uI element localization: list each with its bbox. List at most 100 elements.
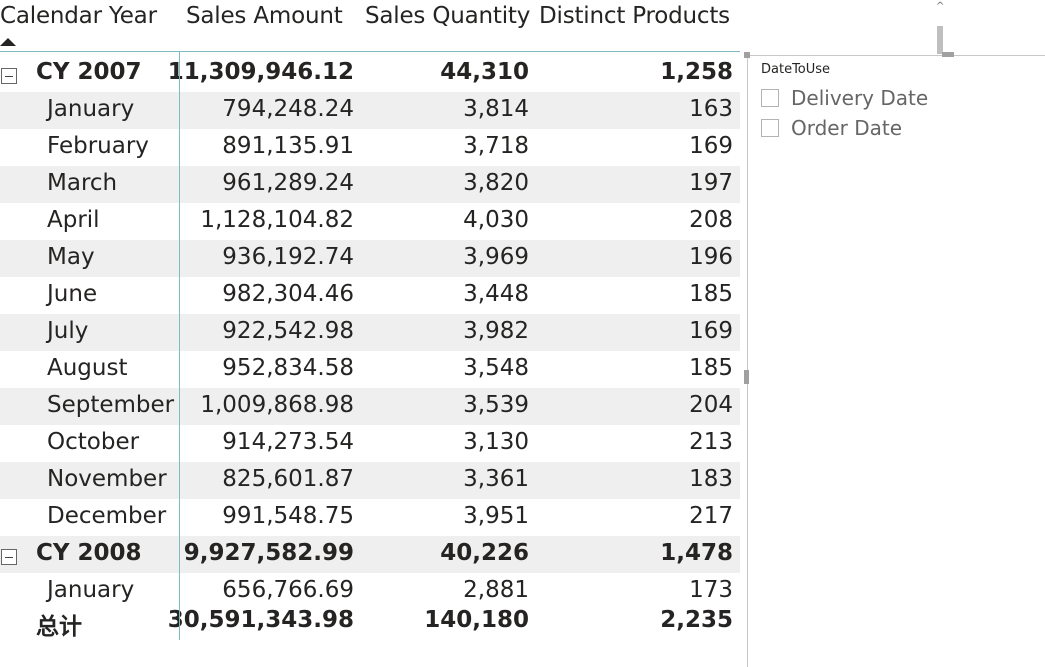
sales-amount-cell: 891,135.91: [222, 133, 354, 159]
month-row[interactable]: June 982,304.46 3,448 185: [0, 277, 740, 314]
sales-quantity-cell: 3,361: [463, 466, 529, 492]
row-label: July: [47, 318, 89, 344]
sales-amount-cell: 794,248.24: [222, 96, 354, 122]
distinct-products-cell: 196: [689, 244, 733, 270]
sales-quantity-cell: 44,310: [440, 59, 529, 85]
sales-quantity-cell: 3,951: [463, 503, 529, 529]
slicer-border-top: [748, 55, 1045, 56]
total-sales-quantity: 140,180: [424, 607, 529, 633]
month-row[interactable]: May 936,192.74 3,969 196: [0, 240, 740, 277]
row-label: January: [47, 577, 135, 603]
sales-quantity-cell: 3,448: [463, 281, 529, 307]
sales-quantity-cell: 3,539: [463, 392, 529, 418]
scroll-up-icon[interactable]: ^: [936, 1, 945, 12]
sales-amount-cell: 922,542.98: [222, 318, 354, 344]
distinct-products-cell: 213: [689, 429, 733, 455]
sort-ascending-icon[interactable]: [0, 38, 16, 46]
slicer-title: DateToUse: [761, 62, 831, 77]
row-label: May: [47, 244, 95, 270]
checkbox[interactable]: [761, 119, 779, 137]
month-row[interactable]: February 891,135.91 3,718 169: [0, 129, 740, 166]
total-label: 总计: [36, 614, 82, 640]
sales-amount-cell: 9,927,582.99: [183, 540, 354, 566]
column-header-sales-quantity[interactable]: Sales Quantity: [365, 3, 531, 29]
month-row[interactable]: August 952,834.58 3,548 185: [0, 351, 740, 388]
matrix-visual[interactable]: Calendar Year Sales Amount Sales Quantit…: [0, 0, 740, 640]
total-distinct-products: 2,235: [660, 607, 733, 633]
sales-quantity-cell: 40,226: [440, 540, 529, 566]
sales-amount-cell: 936,192.74: [222, 244, 354, 270]
sales-amount-cell: 991,548.75: [222, 503, 354, 529]
sales-quantity-cell: 3,969: [463, 244, 529, 270]
month-row[interactable]: January 656,766.69 2,881 173: [0, 573, 740, 610]
sales-amount-cell: 1,128,104.82: [200, 207, 354, 233]
row-label: August: [47, 355, 128, 381]
header-divider: [0, 51, 740, 52]
sales-amount-cell: 982,304.46: [222, 281, 354, 307]
scrollbar-thumb[interactable]: [937, 26, 943, 54]
year-row[interactable]: CY 2008 9,927,582.99 40,226 1,478: [0, 536, 740, 573]
month-row[interactable]: July 922,542.98 3,982 169: [0, 314, 740, 351]
row-label: December: [47, 503, 167, 529]
month-row[interactable]: November 825,601.87 3,361 183: [0, 462, 740, 499]
row-label: April: [47, 207, 100, 233]
sales-amount-cell: 914,273.54: [222, 429, 354, 455]
slicer-border-left: [747, 55, 748, 667]
row-label: September: [47, 392, 175, 418]
distinct-products-cell: 197: [689, 170, 733, 196]
month-row[interactable]: March 961,289.24 3,820 197: [0, 166, 740, 203]
sales-amount-cell: 961,289.24: [222, 170, 354, 196]
row-label: March: [47, 170, 118, 196]
column-header-distinct-products[interactable]: Distinct Products: [539, 3, 730, 29]
month-row[interactable]: December 991,548.75 3,951 217: [0, 499, 740, 536]
distinct-products-cell: 183: [689, 466, 733, 492]
sales-amount-cell: 952,834.58: [222, 355, 354, 381]
vertical-scrollbar[interactable]: ^: [935, 0, 945, 56]
sales-amount-cell: 1,009,868.98: [200, 392, 354, 418]
sales-quantity-cell: 3,982: [463, 318, 529, 344]
row-label: November: [47, 466, 167, 492]
year-row[interactable]: CY 2007 11,309,946.12 44,310 1,258: [0, 55, 740, 92]
sales-amount-cell: 11,309,946.12: [167, 59, 354, 85]
distinct-products-cell: 163: [689, 96, 733, 122]
distinct-products-cell: 217: [689, 503, 733, 529]
resize-handle-icon[interactable]: [942, 52, 954, 57]
distinct-products-cell: 204: [689, 392, 733, 418]
distinct-products-cell: 1,258: [660, 59, 733, 85]
slicer-item-label: Delivery Date: [791, 86, 929, 110]
resize-handle-icon[interactable]: [744, 370, 749, 384]
sales-quantity-cell: 3,718: [463, 133, 529, 159]
column-header-calendar-year[interactable]: Calendar Year: [0, 3, 157, 29]
total-row: 总计 30,591,343.98 140,180 2,235: [0, 603, 740, 640]
sales-amount-cell: 656,766.69: [222, 577, 354, 603]
sales-quantity-cell: 3,130: [463, 429, 529, 455]
distinct-products-cell: 1,478: [660, 540, 733, 566]
month-row[interactable]: April 1,128,104.82 4,030 208: [0, 203, 740, 240]
row-label: February: [47, 133, 149, 159]
collapse-minus-icon[interactable]: [1, 549, 17, 565]
resize-handle-icon[interactable]: [744, 52, 750, 58]
collapse-minus-icon[interactable]: [1, 68, 17, 84]
month-row[interactable]: January 794,248.24 3,814 163: [0, 92, 740, 129]
column-header-sales-amount[interactable]: Sales Amount: [186, 3, 343, 29]
row-label: CY 2008: [36, 540, 142, 566]
distinct-products-cell: 169: [689, 318, 733, 344]
sales-quantity-cell: 4,030: [463, 207, 529, 233]
sales-quantity-cell: 2,881: [463, 577, 529, 603]
row-label: CY 2007: [36, 59, 142, 85]
total-sales-amount: 30,591,343.98: [167, 607, 354, 633]
month-row[interactable]: October 914,273.54 3,130 213: [0, 425, 740, 462]
distinct-products-cell: 208: [689, 207, 733, 233]
sales-quantity-cell: 3,814: [463, 96, 529, 122]
month-row[interactable]: September 1,009,868.98 3,539 204: [0, 388, 740, 425]
checkbox[interactable]: [761, 89, 779, 107]
row-label: October: [47, 429, 140, 455]
distinct-products-cell: 185: [689, 281, 733, 307]
distinct-products-cell: 173: [689, 577, 733, 603]
sales-quantity-cell: 3,548: [463, 355, 529, 381]
distinct-products-cell: 169: [689, 133, 733, 159]
row-label: June: [47, 281, 98, 307]
row-header-divider: [179, 52, 180, 640]
slicer-item-label: Order Date: [791, 116, 902, 140]
row-label: January: [47, 96, 135, 122]
